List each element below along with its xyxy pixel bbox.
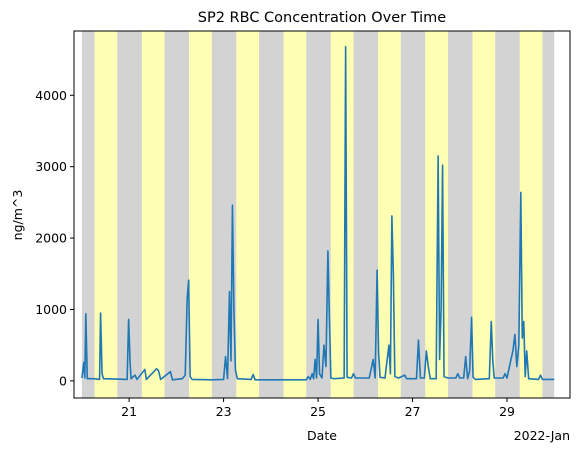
- night-band: [81, 31, 95, 398]
- day-band: [519, 31, 543, 398]
- x-tick-label: 27: [405, 404, 421, 419]
- x-axis: 21 23 25 27 29: [121, 398, 515, 419]
- night-band: [353, 31, 379, 398]
- y-tick-label: 2000: [35, 231, 67, 246]
- night-band: [542, 31, 555, 398]
- x-tick-label: 21: [121, 404, 137, 419]
- night-band: [400, 31, 426, 398]
- day-band: [141, 31, 165, 398]
- day-band: [94, 31, 118, 398]
- day-band: [236, 31, 260, 398]
- y-tick-label: 4000: [35, 88, 67, 103]
- x-axis-offset-label: 2022-Jan: [514, 428, 570, 443]
- day-band: [472, 31, 496, 398]
- x-tick-label: 29: [499, 404, 515, 419]
- x-tick-label: 25: [310, 404, 326, 419]
- y-axis: 0 1000 2000 3000 4000: [35, 88, 74, 388]
- day-band: [378, 31, 401, 398]
- x-tick-label: 23: [216, 404, 232, 419]
- shaded-periods: [81, 31, 555, 398]
- night-band: [447, 31, 473, 398]
- y-tick-label: 3000: [35, 159, 67, 174]
- day-band: [283, 31, 307, 398]
- night-band: [164, 31, 190, 398]
- chart-title: SP2 RBC Concentration Over Time: [198, 10, 447, 26]
- y-tick-label: 0: [59, 373, 67, 388]
- night-band: [259, 31, 284, 398]
- day-band: [189, 31, 212, 398]
- y-tick-label: 1000: [35, 302, 67, 317]
- day-band: [330, 31, 354, 398]
- y-axis-label: ng/m^3: [10, 190, 25, 241]
- series-line: [81, 45, 555, 381]
- series-layer: [81, 45, 555, 381]
- x-axis-label: Date: [307, 428, 337, 443]
- day-band: [425, 31, 448, 398]
- plot-frame: [73, 30, 571, 399]
